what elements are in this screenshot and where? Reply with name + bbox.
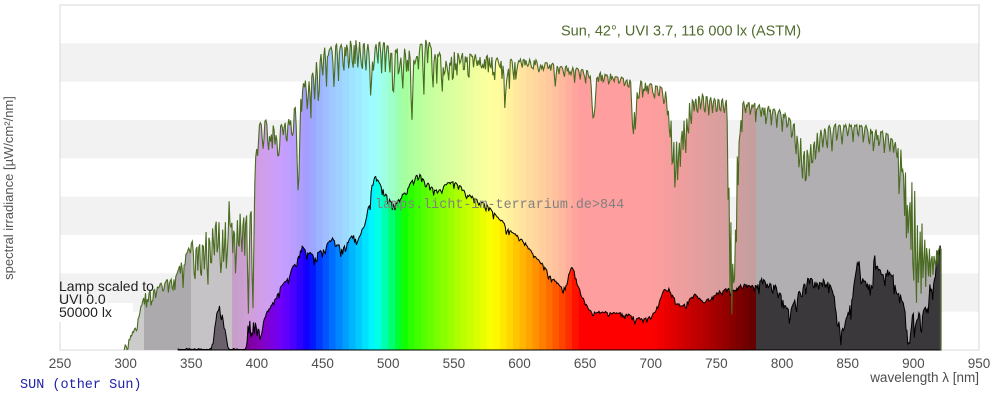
svg-text:Lamp scaled to: Lamp scaled to: [59, 278, 154, 294]
svg-text:800: 800: [771, 356, 794, 371]
svg-text:500: 500: [377, 356, 400, 371]
svg-text:950: 950: [968, 356, 991, 371]
svg-text:SUN (other Sun): SUN (other Sun): [20, 378, 142, 393]
svg-text:300: 300: [114, 356, 137, 371]
svg-text:lamps.licht-im-terrarium.de>84: lamps.licht-im-terrarium.de>844: [375, 198, 624, 213]
svg-text:spectral irradiance [µW/cm²/nm: spectral irradiance [µW/cm²/nm]: [1, 96, 16, 280]
svg-text:600: 600: [508, 356, 531, 371]
svg-text:650: 650: [574, 356, 597, 371]
svg-text:Sun, 42°, UVI 3.7, 116 000 lx: Sun, 42°, UVI 3.7, 116 000 lx (ASTM): [561, 24, 801, 40]
svg-text:50000 lx: 50000 lx: [59, 304, 112, 320]
svg-text:750: 750: [705, 356, 728, 371]
svg-text:450: 450: [311, 356, 334, 371]
svg-text:550: 550: [443, 356, 466, 371]
svg-text:350: 350: [180, 356, 203, 371]
svg-text:850: 850: [836, 356, 859, 371]
svg-text:900: 900: [902, 356, 925, 371]
svg-text:400: 400: [246, 356, 269, 371]
svg-text:wavelength λ [nm]: wavelength λ [nm]: [869, 370, 979, 385]
svg-text:UVI 0.0: UVI 0.0: [59, 291, 106, 307]
svg-text:700: 700: [640, 356, 663, 371]
svg-text:250: 250: [49, 356, 72, 371]
